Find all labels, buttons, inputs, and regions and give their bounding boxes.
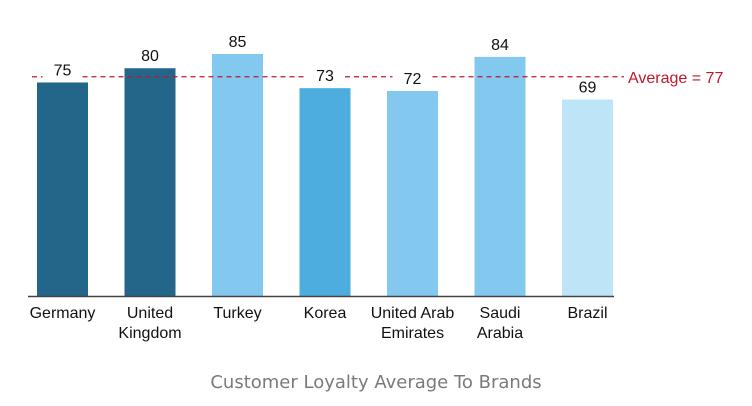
x-tick-label: Brazil (567, 305, 607, 322)
bar (387, 91, 438, 296)
x-tick-label: Korea (304, 305, 347, 322)
data-label: 72 (404, 71, 422, 88)
bar (124, 68, 176, 296)
data-label: 75 (54, 62, 72, 79)
bar (212, 54, 263, 296)
x-tick-label: Germany (30, 305, 96, 322)
data-label: 80 (141, 48, 159, 65)
bar (562, 99, 613, 296)
x-tick-label: Saudi Arabia (477, 305, 523, 342)
data-label: 85 (229, 34, 247, 51)
x-tick-label: Turkey (213, 305, 261, 322)
bar (474, 56, 526, 296)
average-label: Average = 77 (628, 70, 723, 87)
data-label: 69 (579, 80, 597, 97)
chart-title: Customer Loyalty Average To Brands (210, 372, 542, 393)
bar (37, 82, 88, 297)
x-tick-label: United Kingdom (118, 305, 181, 342)
bar (299, 88, 351, 296)
x-tick-label: United Arab Emirates (371, 305, 455, 342)
data-label: 73 (316, 68, 334, 85)
data-label: 84 (491, 37, 509, 54)
